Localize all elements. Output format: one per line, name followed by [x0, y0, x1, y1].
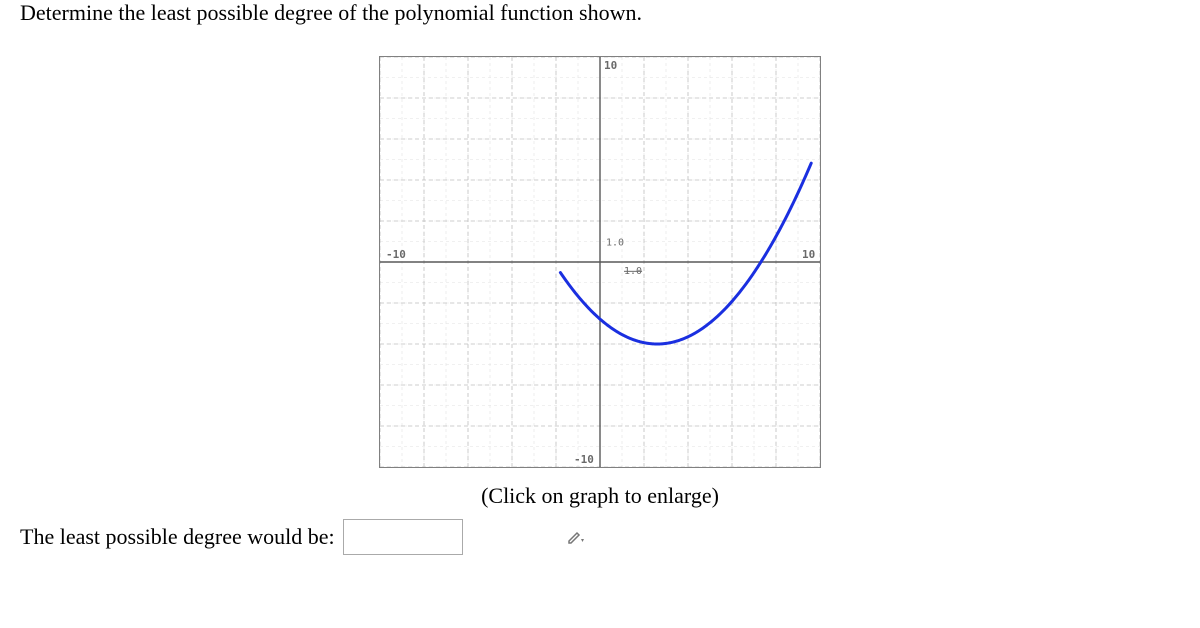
svg-text:-10: -10: [574, 453, 594, 466]
answer-row: The least possible degree would be:: [0, 519, 1200, 555]
graph-container: -10 10 10 -10 1.0 1.0: [0, 56, 1200, 473]
question-text: Determine the least possible degree of t…: [0, 0, 1200, 26]
svg-text:1.0: 1.0: [624, 266, 642, 277]
polynomial-graph[interactable]: -10 10 10 -10 1.0 1.0: [379, 56, 821, 468]
svg-text:-10: -10: [386, 248, 406, 261]
svg-text:10: 10: [802, 248, 815, 261]
svg-text:10: 10: [604, 59, 617, 72]
degree-input[interactable]: [343, 519, 463, 555]
svg-text:1.0: 1.0: [606, 238, 624, 249]
answer-label: The least possible degree would be:: [20, 524, 335, 550]
enlarge-hint: (Click on graph to enlarge): [0, 483, 1200, 509]
preview-icon[interactable]: [563, 524, 591, 550]
